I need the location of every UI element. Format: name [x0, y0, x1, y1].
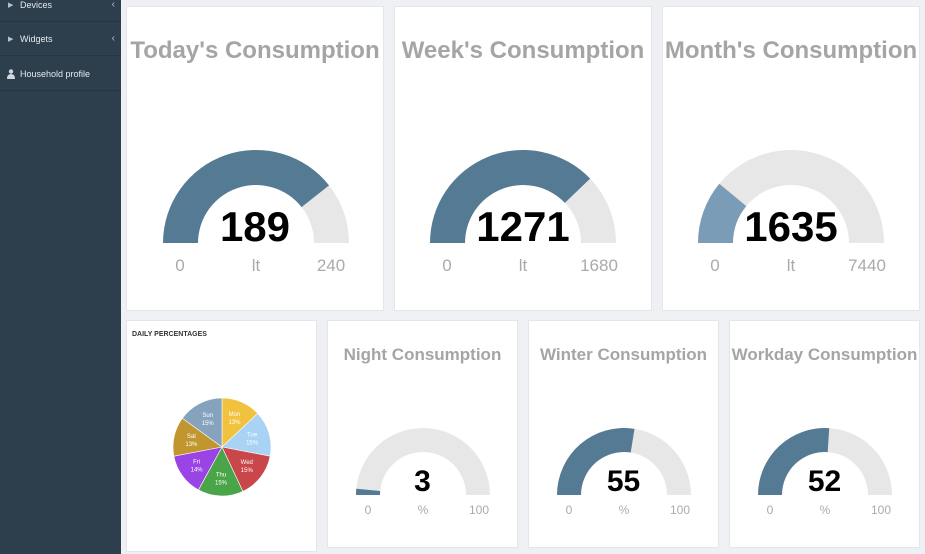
gauge-unit-label: lt	[251, 256, 261, 275]
pie-slice-percent-label: 13%	[185, 442, 198, 448]
gauge-card-night: Night Consumption 3 0 % 100	[327, 320, 518, 548]
gauge-max-label: 1680	[580, 256, 618, 275]
gauge-track	[698, 150, 884, 243]
gauge-title: Week's Consumption	[401, 37, 645, 64]
chart-title: DAILY PERCENTAGES	[132, 331, 207, 338]
gauge-dial	[758, 428, 892, 495]
gauge-value: 55	[606, 465, 641, 498]
gauge-dial	[430, 150, 616, 243]
gauge-card-workday: Workday Consumption 52 0 % 100	[729, 320, 920, 548]
pie-slice-category-label: Thu	[216, 472, 226, 478]
sidebar-item-household-profile[interactable]: Household profile	[0, 57, 121, 91]
daily-percentages-pie: Mon 13% Tue 15% Wed 15% Thu 15% Fri 14% Sat 13% Sun 1…	[172, 397, 272, 497]
gauge-min-label: 0	[710, 256, 720, 275]
pie-slice-category-label: Sat	[187, 434, 196, 440]
pie-slice-category-label: Wed	[241, 460, 253, 466]
gauge-min-label: 0	[565, 503, 573, 517]
gauge-unit-label: lt	[786, 256, 796, 275]
gauge-card-week: Week's Consumption 1271 0 lt 1680	[394, 6, 652, 311]
sidebar-item-label: Devices	[20, 0, 53, 10]
pie-slice-percent-label: 15%	[215, 480, 228, 486]
gauge-title: Month's Consumption	[664, 37, 918, 64]
gauge-unit-label: %	[618, 503, 630, 517]
gauge-fill	[163, 150, 330, 243]
pie-slice-percent-label: 15%	[202, 421, 215, 427]
pie-slice-category-label: Mon	[229, 412, 241, 418]
gauge-value: 1271	[476, 203, 570, 250]
pie-slice-category-label: Sun	[202, 413, 213, 419]
gauge-value: 1635	[744, 203, 838, 250]
gauge-min-label: 0	[442, 256, 452, 275]
pie-slice-category-label: Fri	[193, 459, 200, 465]
gauge-fill	[698, 183, 747, 243]
gauge-min-label: 0	[766, 503, 774, 517]
gauge-dial	[557, 428, 691, 495]
gauge-fill	[557, 428, 635, 495]
gauge-unit-label: %	[417, 503, 429, 517]
pie-slice-percent-label: 15%	[246, 440, 259, 446]
sidebar-item-devices[interactable]: ▶ Devices ‹	[0, 0, 121, 22]
gauge-value: 52	[807, 465, 842, 498]
pie-slice-percent-label: 14%	[191, 467, 204, 473]
pie-slice-percent-label: 13%	[228, 420, 241, 426]
gauge-dial	[356, 428, 490, 495]
caret-right-icon: ▶	[8, 1, 14, 9]
gauge-fill	[430, 150, 591, 243]
person-icon	[7, 68, 15, 79]
gauge-unit-label: lt	[518, 256, 528, 275]
gauge-value: 189	[219, 203, 291, 250]
gauge-title: Night Consumption	[343, 345, 502, 364]
gauge-card-today: Today's Consumption 189 0 lt 240	[126, 6, 384, 311]
gauge-value: 3	[414, 465, 431, 498]
gauge-title: Winter Consumption	[540, 345, 707, 364]
gauge-title: Today's Consumption	[130, 37, 380, 64]
chevron-left-icon: ‹	[111, 0, 115, 10]
gauge-max-label: 100	[468, 503, 490, 517]
daily-percentages-card: DAILY PERCENTAGES Mon 13% Tue 15% Wed 15% Thu 1…	[126, 320, 317, 552]
gauge-min-label: 0	[364, 503, 372, 517]
pie-slice-category-label: Tue	[247, 432, 258, 438]
pie-slice-percent-label: 15%	[241, 468, 254, 474]
gauge-fill	[758, 428, 830, 495]
gauge-max-label: 7440	[848, 256, 886, 275]
chevron-left-icon: ‹	[111, 33, 115, 44]
sidebar-item-label: Widgets	[20, 33, 53, 44]
sidebar-item-label: Household profile	[20, 68, 91, 79]
gauge-dial	[698, 150, 884, 243]
caret-right-icon: ▶	[8, 35, 14, 43]
gauge-title: Workday Consumption	[731, 345, 918, 364]
gauge-fill	[356, 488, 381, 495]
sidebar-item-widgets[interactable]: ▶ Widgets ‹	[0, 22, 121, 56]
gauge-max-label: 240	[316, 256, 346, 275]
sidebar: ▶ Devices ‹ ▶ Widgets ‹ Household profil…	[0, 0, 121, 554]
gauge-dial	[163, 150, 349, 243]
gauge-unit-label: %	[819, 503, 831, 517]
gauge-card-winter: Winter Consumption 55 0 % 100	[528, 320, 719, 548]
gauge-card-month: Month's Consumption 1635 0 lt 7440	[662, 6, 920, 311]
gauge-min-label: 0	[175, 256, 185, 275]
gauge-track	[356, 428, 490, 495]
gauge-max-label: 100	[669, 503, 691, 517]
gauge-max-label: 100	[870, 503, 892, 517]
pie-slice-sun[interactable]	[181, 397, 223, 448]
